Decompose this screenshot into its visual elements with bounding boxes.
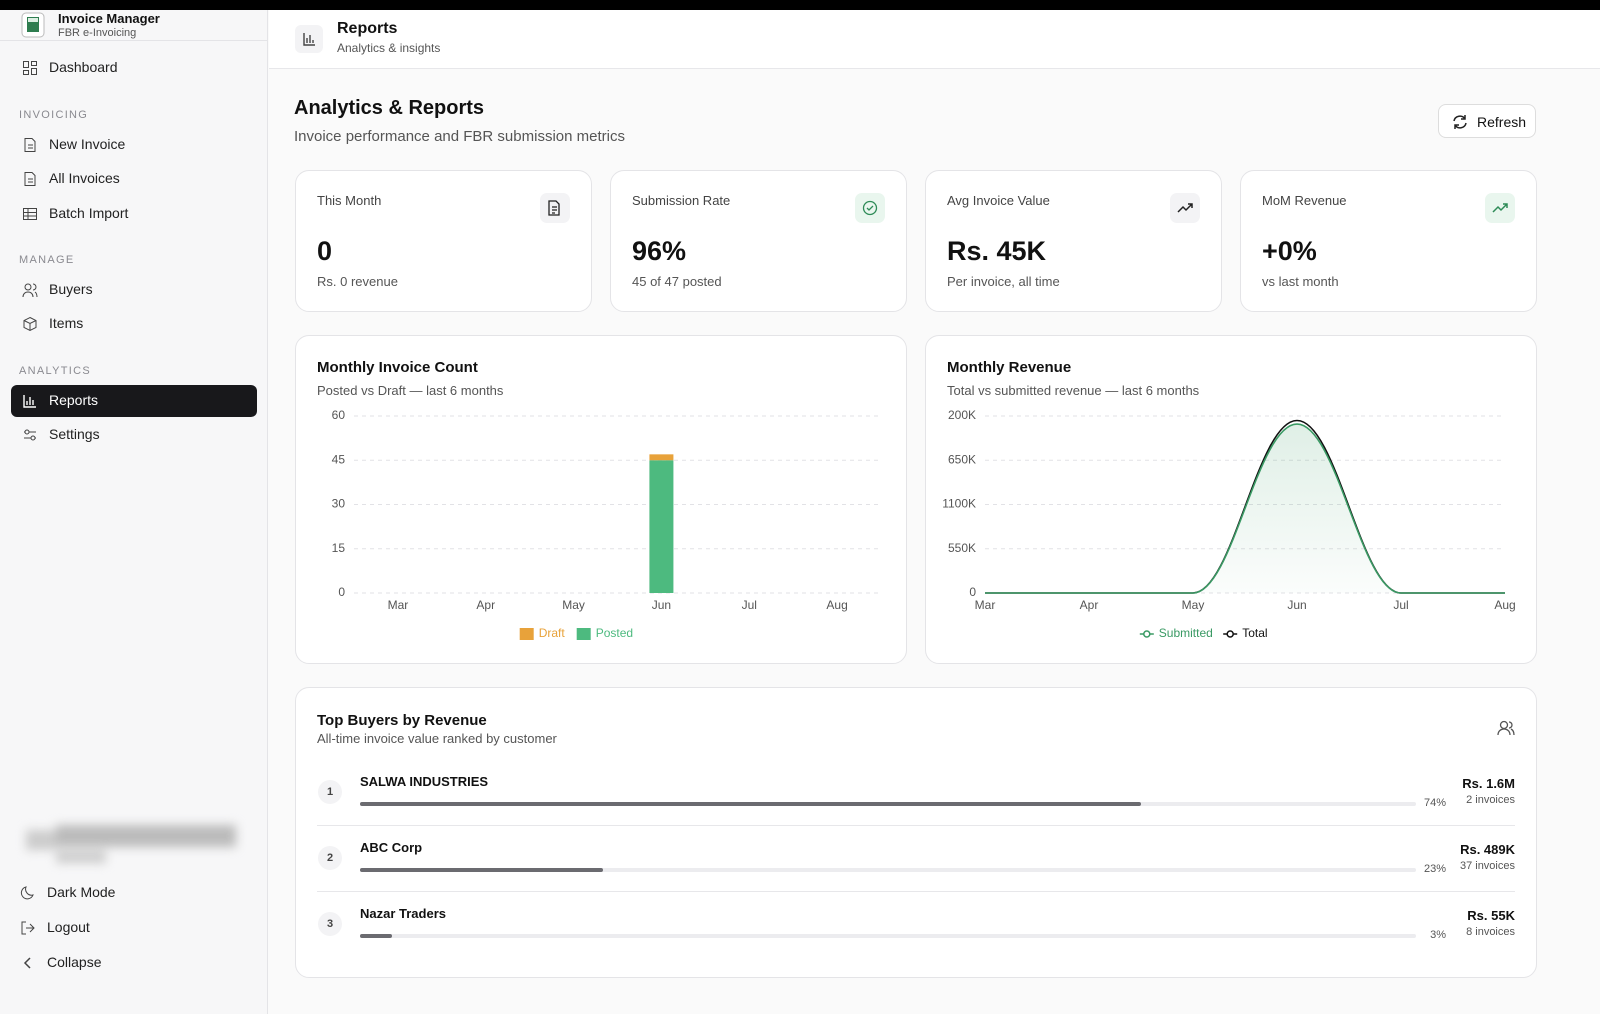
window-top-bar [0,0,1600,10]
nav-icon [24,138,36,152]
invoice-count-card: Monthly Invoice Count Posted vs Draft — … [295,335,907,664]
nav-icon [20,886,34,900]
stat-note: vs last month [1262,274,1339,289]
app-logo [21,12,45,38]
nav-icon [23,395,36,408]
nav-section-heading: INVOICING [19,109,89,121]
nav-section-heading: MANAGE [19,254,75,266]
rank-badge: 1 [318,780,342,804]
stat-icon [1170,193,1200,223]
buyer-revenue: Rs. 1.6M [1462,776,1515,791]
stat-card: This Month 0 Rs. 0 revenue [295,170,592,312]
chart-subtitle: Posted vs Draft — last 6 months [317,383,504,398]
share-bar [360,934,392,938]
stat-note: 45 of 47 posted [632,274,722,289]
buyer-invoices: 37 invoices [1459,860,1515,872]
share-bar [360,802,1142,806]
header-subtitle: Analytics & insights [337,41,441,55]
nav-item[interactable]: Reports [49,392,99,408]
user-profile-blurred [16,825,246,865]
nav-item[interactable]: Buyers [49,281,93,297]
row-divider [317,825,1515,826]
buyer-name: Nazar Traders [360,906,446,921]
nav-icon [21,921,35,935]
nav-footer-item[interactable]: Dark Mode [47,884,116,900]
buyer-name: ABC Corp [360,840,423,855]
nav-icon [23,317,37,332]
revenue-card: Monthly Revenue Total vs submitted reven… [925,335,1537,664]
chart-subtitle: Total vs submitted revenue — last 6 mont… [947,383,1200,398]
buyer-revenue: Rs. 489K [1460,842,1515,857]
stat-icon [1485,193,1515,223]
app-title: Invoice Manager [58,11,160,26]
nav-item-active-bg[interactable] [11,385,257,417]
rank-badge: 3 [318,912,342,936]
buyer-revenue: Rs. 55K [1467,908,1515,923]
page-title: Analytics & Reports [294,97,485,119]
nav-icon [23,207,37,220]
share-bar [360,868,603,872]
nav-footer-item[interactable]: Logout [47,919,90,935]
nav-icon [23,957,31,969]
share-track [360,868,1416,872]
header-icon [295,25,323,53]
row-divider [317,891,1515,892]
stat-label: Avg Invoice Value [947,193,1050,208]
stat-icon [540,193,570,223]
nav-item[interactable]: Dashboard [49,59,118,75]
rank-badge: 2 [318,846,342,870]
nav-item[interactable]: Settings [49,426,100,443]
refresh-label: Refresh [1477,114,1527,130]
stat-value: Rs. 45K [947,236,1047,266]
stat-card: MoM Revenue +0% vs last month [1240,170,1537,312]
stat-card: Submission Rate 96% 45 of 47 posted [610,170,907,312]
nav-icon [24,429,36,441]
stat-value: 0 [317,236,333,266]
stat-card: Avg Invoice Value Rs. 45K Per invoice, all… [925,170,1222,312]
refresh-button[interactable]: Refresh [1438,104,1536,138]
stat-note: Per invoice, all time [947,274,1060,289]
share-label: 23% [1423,863,1446,875]
share-label: 3% [1430,929,1446,941]
page-subtitle: Invoice performance and FBR submission m… [294,128,625,145]
share-track [360,934,1416,938]
buyer-invoices: 8 invoices [1466,926,1515,938]
buyers-icon [1497,720,1515,736]
stat-value: +0% [1262,236,1317,266]
nav-item[interactable]: New Invoice [49,136,126,152]
stat-icon [855,193,885,223]
nav-item[interactable]: All Invoices [49,170,120,187]
nav-icon [24,172,36,187]
nav-footer-item[interactable]: Collapse [47,954,102,970]
stat-value: 96% [632,236,687,266]
nav-section-heading: ANALYTICS [19,365,92,377]
stat-label: MoM Revenue [1262,193,1347,208]
stat-note: Rs. 0 revenue [317,274,398,289]
top-buyers-card: Top Buyers by Revenue All-time invoice v… [295,687,1537,978]
sidebar: Invoice Manager FBR e-Invoicing Dashboar… [0,10,268,1014]
nav-item[interactable]: Batch Import [49,204,129,221]
app-subtitle: FBR e-Invoicing [58,27,137,39]
nav-icon [22,283,38,298]
buyer-name: SALWA INDUSTRIES [360,774,489,789]
refresh-icon [1453,115,1467,129]
buyers-subtitle: All-time invoice value ranked by custome… [317,731,557,746]
header-title: Reports [337,20,398,37]
divider [0,40,267,41]
stat-label: Submission Rate [632,193,731,208]
buyers-title: Top Buyers by Revenue [317,712,487,729]
chart-title: Monthly Revenue [947,359,1072,376]
nav-icon [23,61,37,75]
nav-item[interactable]: Items [49,315,84,332]
buyer-invoices: 2 invoices [1466,794,1515,806]
top-header: Reports Analytics & insights [269,10,1600,69]
chart-title: Monthly Invoice Count [317,359,478,376]
share-label: 74% [1423,797,1446,809]
stat-label: This Month [317,193,382,208]
